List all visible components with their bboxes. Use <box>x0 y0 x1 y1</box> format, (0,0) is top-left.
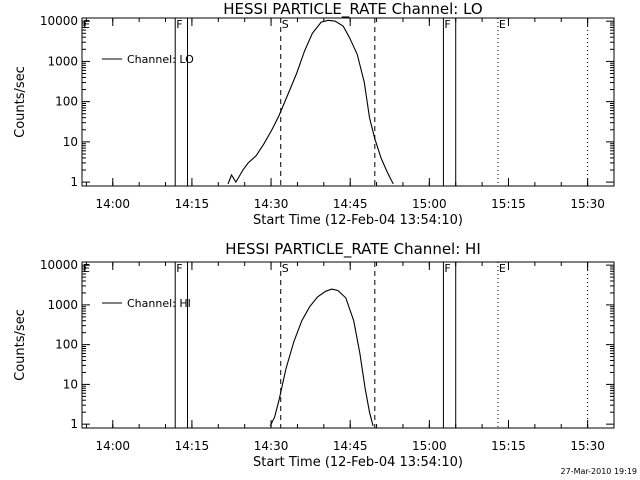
x-tick-label: 14:00 <box>95 197 130 211</box>
x-tick-label: 15:30 <box>570 439 605 453</box>
chart-title: HESSI PARTICLE_RATE Channel: LO <box>223 0 482 19</box>
y-tick-label: 1000 <box>47 298 78 312</box>
event-marker-label: F <box>176 18 182 31</box>
series-line <box>227 19 394 185</box>
x-axis-label: Start Time (12-Feb-04 13:54:10) <box>253 455 463 470</box>
x-tick-label: 15:15 <box>491 439 526 453</box>
x-tick-label: 14:15 <box>175 197 210 211</box>
event-marker-label: E <box>83 18 90 31</box>
y-tick-label: 1 <box>70 175 78 189</box>
x-tick-label: 15:00 <box>412 197 447 211</box>
y-tick-label: 10 <box>63 377 78 391</box>
x-tick-label: 15:30 <box>570 197 605 211</box>
x-tick-label: 15:00 <box>412 439 447 453</box>
chart-title: HESSI PARTICLE_RATE Channel: HI <box>225 240 481 259</box>
x-tick-label: 14:15 <box>175 439 210 453</box>
event-marker-label: S <box>282 262 289 275</box>
y-tick-label: 10000 <box>40 258 78 272</box>
x-tick-label: 14:30 <box>254 197 289 211</box>
plot-frame <box>81 261 615 429</box>
event-marker-label: F <box>444 18 450 31</box>
x-tick-label: 14:45 <box>333 197 368 211</box>
event-marker-label: F <box>444 262 450 275</box>
y-tick-label: 10000 <box>40 14 78 28</box>
lo-channel-chart: HESSI PARTICLE_RATE Channel: LO 14:00 14:1… <box>13 0 615 228</box>
legend-entry: Channel: LO <box>127 53 194 66</box>
timestamp: 27-Mar-2010 19:19 <box>561 467 638 476</box>
y-tick-label: 10 <box>63 135 78 149</box>
event-marker-label: E <box>499 18 506 31</box>
y-axis-label: Counts/sec <box>13 66 28 138</box>
x-axis-label: Start Time (12-Feb-04 13:54:10) <box>253 213 463 228</box>
plot-frame <box>81 17 615 187</box>
event-marker-label: E <box>83 262 90 275</box>
series-line <box>269 288 374 427</box>
event-marker-label: F <box>176 262 182 275</box>
x-tick-label: 14:00 <box>95 439 130 453</box>
event-marker-label: S <box>282 18 289 31</box>
y-tick-label: 100 <box>55 338 78 352</box>
y-tick-label: 1 <box>70 417 78 431</box>
event-marker-label: E <box>499 262 506 275</box>
y-tick-label: 100 <box>55 95 78 109</box>
hi-channel-chart: HESSI PARTICLE_RATE Channel: HI 14:00 14:1… <box>13 240 615 470</box>
y-tick-label: 1000 <box>47 54 78 68</box>
x-tick-label: 14:45 <box>333 439 368 453</box>
y-axis-label: Counts/sec <box>13 309 28 381</box>
legend-entry: Channel: HI <box>127 297 191 310</box>
x-tick-label: 15:15 <box>491 197 526 211</box>
x-tick-label: 14:30 <box>254 439 289 453</box>
